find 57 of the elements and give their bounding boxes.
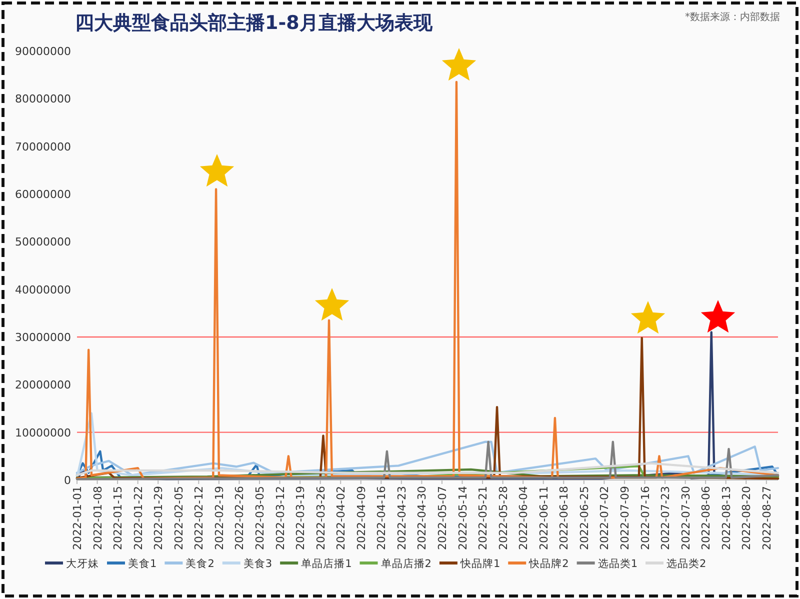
x-tick-label: 2022-05-14 — [456, 486, 470, 550]
x-tick-label: 2022-04-23 — [395, 486, 408, 550]
x-tick-label: 2022-06-18 — [558, 486, 571, 550]
x-tick-label: 2022-01-08 — [91, 486, 104, 550]
y-tick-label: 40000000 — [15, 283, 71, 296]
x-tick-label: 2022-03-05 — [253, 486, 266, 550]
x-tick-label: 2022-07-16 — [638, 486, 652, 550]
y-tick-label: 80000000 — [15, 92, 71, 106]
y-tick-label: 50000000 — [15, 236, 71, 249]
x-tick-label: 2022-02-05 — [172, 486, 186, 550]
x-tick-label: 2022-08-13 — [720, 486, 733, 550]
x-tick-label: 2022-07-23 — [659, 486, 672, 550]
x-tick-label: 2022-03-19 — [294, 486, 308, 550]
x-tick-label: 2022-04-02 — [334, 486, 348, 550]
x-tick-label: 2022-03-12 — [274, 486, 287, 550]
x-tick-label: 2022-01-01 — [71, 486, 84, 550]
text: *数据来源：内部数据 — [685, 11, 780, 23]
y-tick-label: 90000000 — [15, 45, 71, 58]
x-tick-label: 2022-04-30 — [416, 486, 429, 550]
y-tick-label: 0 — [64, 474, 71, 487]
x-tick-label: 2022-02-26 — [233, 486, 246, 550]
legend-label: 美食2 — [186, 557, 214, 570]
legend-label: 大牙妹 — [66, 557, 99, 570]
legend-label: 快品牌2 — [528, 557, 569, 570]
x-tick-label: 2022-04-16 — [375, 486, 388, 550]
x-tick-label: 2022-03-26 — [314, 486, 328, 550]
legend-label: 美食1 — [128, 557, 157, 570]
x-tick-label: 2022-06-11 — [537, 486, 550, 550]
y-tick-label: 70000000 — [15, 140, 71, 154]
x-tick-label: 2022-08-27 — [760, 486, 774, 550]
x-tick-label: 2022-07-09 — [618, 486, 632, 550]
x-tick-label: 2022-08-06 — [700, 486, 713, 550]
x-tick-label: 2022-07-30 — [679, 486, 692, 550]
legend-label: 单品店播1 — [301, 557, 352, 570]
x-tick-label: 2022-08-20 — [740, 486, 754, 550]
x-tick-label: 2022-02-19 — [212, 486, 226, 550]
legend-label: 单品店播2 — [380, 557, 432, 570]
legend-label: 选品类2 — [666, 557, 706, 570]
y-tick-label: 20000000 — [15, 378, 71, 392]
x-tick-label: 2022-06-25 — [578, 486, 591, 550]
legend-label: 选品类1 — [598, 557, 638, 570]
x-tick-label: 2022-05-07 — [436, 486, 449, 550]
x-tick-label: 2022-02-12 — [192, 486, 206, 550]
y-tick-label: 10000000 — [15, 426, 71, 440]
x-tick-label: 2022-05-28 — [496, 486, 510, 550]
x-tick-label: 2022-04-09 — [354, 486, 368, 550]
legend-label: 美食3 — [243, 557, 272, 570]
chart-title: 四大典型食品头部主播1-8月直播大场表现 — [75, 12, 434, 34]
x-tick-label: 2022-07-02 — [598, 486, 612, 550]
y-tick-label: 30000000 — [15, 331, 71, 344]
x-tick-label: 2022-01-29 — [152, 486, 166, 550]
x-tick-label: 2022-01-22 — [132, 486, 145, 550]
y-tick-label: 60000000 — [15, 188, 71, 201]
x-tick-label: 2022-06-04 — [517, 486, 530, 550]
x-tick-label: 2022-05-21 — [476, 486, 490, 550]
x-tick-label: 2022-01-15 — [112, 486, 125, 550]
legend-label: 快品牌1 — [459, 557, 500, 570]
